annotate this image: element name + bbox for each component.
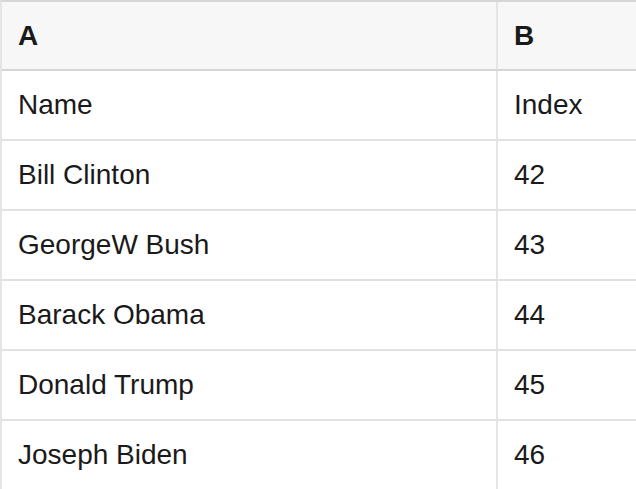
table-row-5: Donald Trump 45 [2,351,636,421]
column-header-b[interactable]: B [498,2,636,69]
cell-a5-donald-trump[interactable]: Donald Trump [2,351,498,419]
cell-b5-value[interactable]: 45 [498,351,636,419]
table-row-3: GeorgeW Bush 43 [2,211,636,281]
cell-a3-georgew-bush[interactable]: GeorgeW Bush [2,211,498,279]
column-header-a[interactable]: A [2,2,498,69]
cell-b6-value[interactable]: 46 [498,421,636,489]
cell-a6-joseph-biden[interactable]: Joseph Biden [2,421,498,489]
cell-b4-value[interactable]: 44 [498,281,636,349]
header-row: A B [2,2,636,71]
table-row-2: Bill Clinton 42 [2,141,636,211]
cell-a4-barack-obama[interactable]: Barack Obama [2,281,498,349]
cell-a1-name[interactable]: Name [2,71,498,139]
table-row-6: Joseph Biden 46 [2,421,636,489]
table-row-1: Name Index [2,71,636,141]
cell-b2-value[interactable]: 42 [498,141,636,209]
spreadsheet-table: A B Name Index Bill Clinton 42 GeorgeW B… [0,0,636,489]
cell-a2-bill-clinton[interactable]: Bill Clinton [2,141,498,209]
cell-b1-index[interactable]: Index [498,71,636,139]
cell-b3-value[interactable]: 43 [498,211,636,279]
table-row-4: Barack Obama 44 [2,281,636,351]
